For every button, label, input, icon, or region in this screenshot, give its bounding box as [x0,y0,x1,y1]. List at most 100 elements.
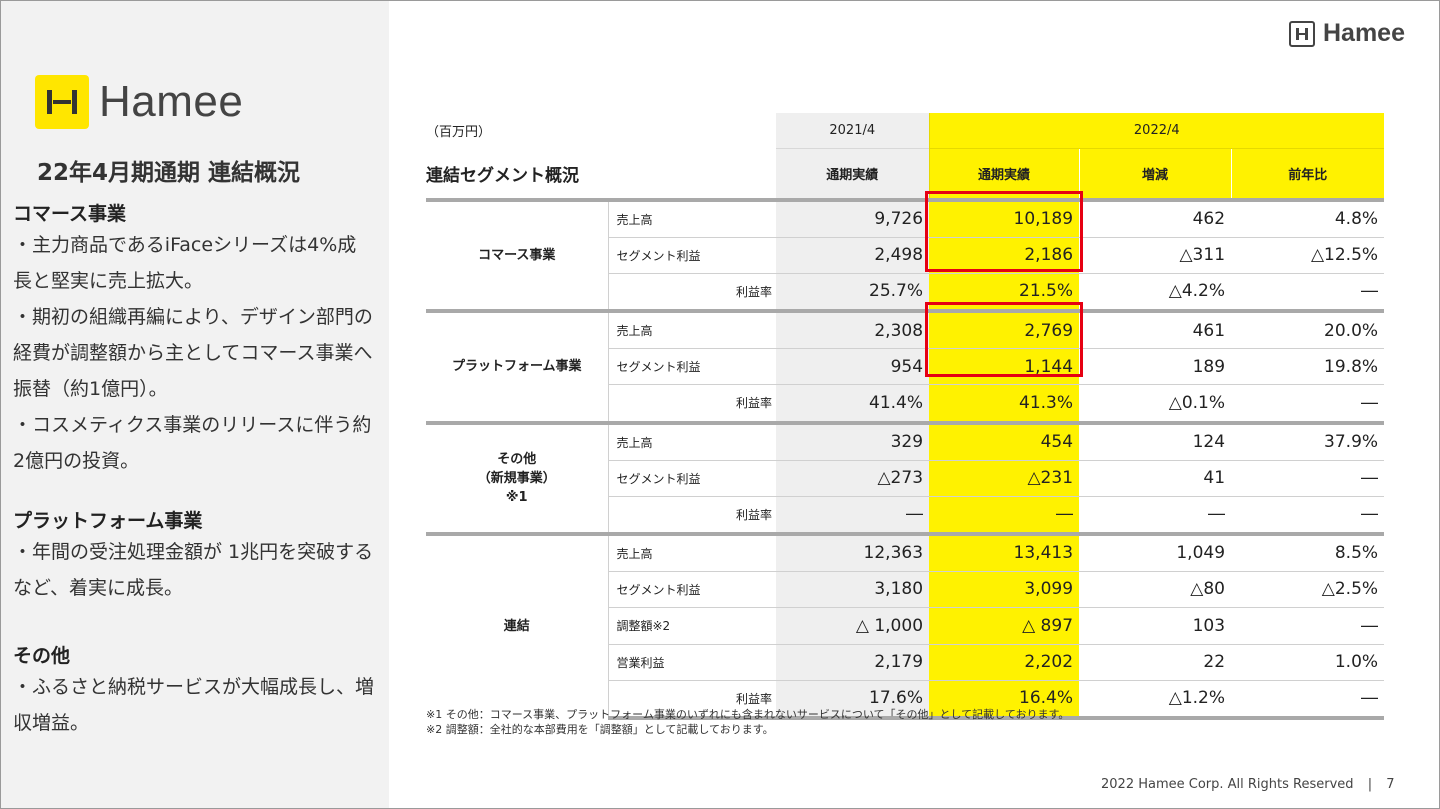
table-row: セグメント利益 2,498 2,186 △311 △12.5% [426,237,1385,274]
value-yoy: △12.5% [1231,237,1385,274]
value-diff: △4.2% [1168,281,1226,302]
value-diff: 124 [1079,420,1232,461]
bullet-text: ・主力商品であるiFaceシリーズは4%成長と堅実に売上拡大。 [13,234,357,292]
hamee-logo-text: Hamee [99,77,244,126]
group-platform: プラットフォーム事業 [426,309,609,423]
value-curr: 10,189 [929,197,1080,238]
row-label: セグメント利益 [608,571,777,608]
value-prev: △273 [776,460,930,497]
page-title: 22年4月期通期 連結概況 [37,160,301,186]
left-panel: Hamee 22年4月期通期 連結概況 コマース事業 ・主力商品であるiFace… [1,1,389,808]
hamee-logo: Hamee [35,75,243,129]
value-diff: 462 [1079,197,1232,238]
table-row: 利益率 ― ― ― ― [426,496,1384,534]
value-yoy: ― [1231,607,1385,645]
row-label: セグメント利益 [608,237,777,274]
value-curr: 2,186 [929,237,1080,274]
unit-label: （百万円） [426,125,492,141]
table-row: 営業利益 2,179 2,202 22 1.0% [426,644,1385,681]
bullet-text: ・コスメティクス事業のリリースに伴う約2億円の投資。 [13,414,372,472]
row-label: セグメント利益 [608,348,777,385]
row-label: 営業利益 [608,644,777,681]
table-row: 調整額※2 △ 1,000 △ 897 103 ― [426,607,1385,645]
value-prev: 329 [776,420,930,461]
value-prev: 2,179 [776,644,930,681]
value-prev: 41.4% [776,384,930,423]
row-label: 利益率 [608,680,777,720]
platform-bullets: ・年間の受注処理金額が 1兆円を突破するなど、着実に成長。 [13,534,375,606]
segment-table: （百万円） 2021/4 2022/4 連結セグメント概況 通期実績 通期実績 … [426,113,1385,720]
value-curr: 16.4% [929,680,1080,720]
footnotes: ※1 その他：コマース事業、プラットフォーム事業のいずれにも含まれないサービスに… [426,707,1069,737]
table-row: コマース事業 売上高 9,726 10,189 462 4.8% [426,197,1385,311]
group-other-line: その他 [497,451,537,467]
value-diff: △0.1% [1168,392,1226,413]
value-curr: △231 [929,460,1080,497]
value-yoy: 37.9% [1231,420,1385,461]
value-prev: 954 [776,348,930,385]
value-prev: 12,363 [776,531,930,572]
value-yoy: 8.5% [1231,531,1385,572]
row-label: 売上高 [608,531,777,572]
value-prev: 25.7% [776,273,930,311]
value-yoy: ― [1231,460,1385,497]
header-row-columns: 連結セグメント概況 通期実績 通期実績 増減 前年比 [426,148,1385,200]
value-diff: △80 [1079,571,1232,608]
group-commerce: コマース事業 [426,197,609,311]
table-row: その他 （新規事業） ※1 売上高 329 454 124 37.9% [426,420,1385,534]
header-row-years: （百万円） 2021/4 2022/4 [426,113,1385,149]
value-yoy: ― [1231,680,1385,720]
value-yoy: 20.0% [1231,309,1385,349]
row-label: 売上高 [608,309,777,349]
group-other: その他 （新規事業） ※1 [426,420,609,534]
value-yoy: ― [1361,281,1379,302]
row-label: 売上高 [608,197,777,238]
value-diff: 22 [1079,644,1232,681]
table-row: 利益率 41.4% 41.3% △0.1% ― [426,384,1384,423]
group-other-line: （新規事業） [477,470,556,486]
highlight-box-commerce [925,191,1083,272]
row-label: 利益率 [736,396,773,411]
row-label: セグメント利益 [608,460,777,497]
value-curr: 13,413 [929,531,1080,572]
section-heading-platform: プラットフォーム事業 [13,510,203,532]
value-diff: 1,049 [1079,531,1232,572]
value-prev: 9,726 [776,197,930,238]
value-yoy: 1.0% [1231,644,1385,681]
group-consolidated: 連結 [426,531,609,718]
col-curr-actual: 通期実績 [928,148,1080,200]
row-label: 利益率 [736,284,773,299]
commerce-bullets: ・主力商品であるiFaceシリーズは4%成長と堅実に売上拡大。 ・期初の組織再編… [13,227,375,479]
table-row: セグメント利益 954 1,144 189 19.8% [426,348,1385,385]
value-curr: 2,202 [929,644,1080,681]
group-other-line: ※1 [505,489,528,505]
page-number: 7 [1386,777,1395,792]
value-curr: 1,144 [929,348,1080,385]
row-label: 調整額※2 [608,607,777,645]
hamee-logo-small-icon [1289,20,1315,47]
value-curr: 454 [929,420,1080,461]
col-yoy: 前年比 [1230,148,1385,200]
row-label: 利益率 [736,507,773,522]
value-curr: 41.3% [929,384,1080,423]
copyright: 2022 Hamee Corp. All Rights Reserved [1101,777,1354,792]
value-yoy: 19.8% [1231,348,1385,385]
highlight-box-platform [925,302,1083,377]
bullet-text: ・期初の組織再編により、デザイン部門の経費が調整額から主としてコマース事業へ振替… [13,306,373,400]
value-diff: ― [1208,504,1226,524]
table-title: 連結セグメント概況 [426,165,579,186]
value-yoy: ― [1361,392,1379,413]
hamee-logo-small-text: Hamee [1323,19,1405,47]
hamee-logo-small: Hamee [1289,19,1405,48]
value-prev: 3,180 [776,571,930,608]
row-label: 売上高 [608,420,777,461]
year-curr: 2022/4 [928,113,1385,149]
value-prev: 2,498 [776,237,930,274]
table-row: 連結 売上高 12,363 13,413 1,049 8.5% [426,531,1385,718]
footer-separator: | [1367,777,1373,792]
segment-table-wrap: （百万円） 2021/4 2022/4 連結セグメント概況 通期実績 通期実績 … [426,113,1385,720]
year-prev: 2021/4 [776,113,930,149]
footnote-2: ※2 調整額：全社的な本部費用を「調整額」として記載しております。 [426,723,774,736]
table-row: セグメント利益 3,180 3,099 △80 △2.5% [426,571,1385,608]
